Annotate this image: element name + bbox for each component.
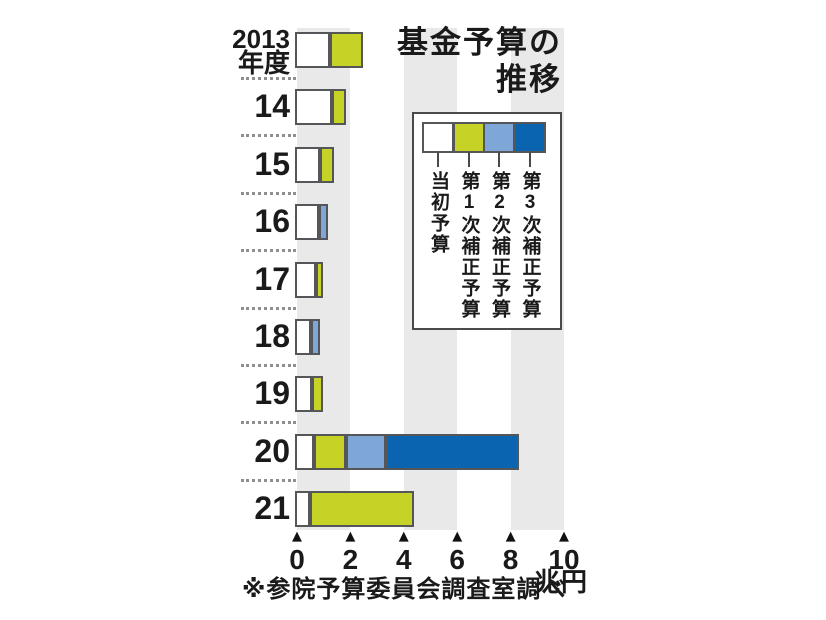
bar-segment xyxy=(316,261,324,298)
row-label: 21 xyxy=(254,490,290,527)
bar-segment xyxy=(332,89,346,126)
axis-tick-marker: ▲ xyxy=(398,529,409,544)
bar-row xyxy=(295,376,324,413)
row-label: 16 xyxy=(254,203,290,240)
row-separator xyxy=(241,478,296,482)
axis-tick-marker: ▲ xyxy=(505,529,516,544)
bar-segment xyxy=(295,376,313,413)
bar-segment xyxy=(295,261,317,298)
axis-tick-marker: ▲ xyxy=(559,529,569,544)
legend-label: 第3次補正予算 xyxy=(519,171,541,320)
bar-segment xyxy=(295,89,333,126)
bar-row xyxy=(295,89,346,126)
axis-tick-label: 2 xyxy=(342,544,359,575)
axis-tick-label: 4 xyxy=(396,544,412,575)
row-label: 19 xyxy=(254,375,290,412)
source-note: ※参院予算委員会調査室調べ xyxy=(242,576,567,603)
row-separator xyxy=(241,364,296,367)
chart-title-line2: 推移 xyxy=(496,62,562,97)
bar-segment xyxy=(295,319,312,355)
axis-tick-label: 10 xyxy=(548,544,580,575)
bar-segment xyxy=(295,204,320,241)
bar-segment xyxy=(319,204,329,241)
bar-segment xyxy=(295,32,330,68)
bar-row xyxy=(295,204,329,241)
bar-segment xyxy=(295,146,321,183)
bar-segment xyxy=(312,376,324,413)
bar-segment xyxy=(295,433,314,470)
row-separator xyxy=(241,134,296,138)
chart-title: 基金予算の 推移 xyxy=(397,24,562,98)
bar-row xyxy=(295,32,364,68)
row-separator xyxy=(241,191,296,195)
axis-tick-marker: ▲ xyxy=(292,529,302,544)
row-separator xyxy=(241,421,296,425)
bar-segment xyxy=(345,433,386,470)
row-separator xyxy=(241,249,296,253)
legend-tick-line xyxy=(498,152,500,167)
bar-row xyxy=(295,146,334,183)
bar-segment xyxy=(313,433,346,470)
chart-title-line1: 基金予算の xyxy=(397,25,562,60)
bar-row xyxy=(295,261,324,298)
row-separator xyxy=(241,77,296,80)
row-label: 17 xyxy=(254,260,290,297)
axis-tick-label: 6 xyxy=(449,544,465,575)
row-label: 14 xyxy=(254,88,290,125)
bar-row xyxy=(295,491,414,528)
bar-row xyxy=(295,433,520,470)
row-label: 2013 年度 xyxy=(232,24,290,78)
axis-tick-label: 0 xyxy=(289,544,305,575)
row-label: 20 xyxy=(254,432,290,469)
row-label: 18 xyxy=(254,318,290,354)
row-separator xyxy=(241,306,296,310)
bar-segment xyxy=(385,433,520,470)
legend-tick-line xyxy=(528,152,531,167)
bar-segment xyxy=(320,146,334,183)
axis-tick-marker: ▲ xyxy=(452,529,463,544)
row-label: 15 xyxy=(254,145,290,182)
legend-label: 第2次補正予算 xyxy=(489,171,510,320)
legend-swatch xyxy=(483,122,515,153)
legend-label: 当初予算 xyxy=(428,171,449,255)
bar-segment xyxy=(309,491,414,528)
axis-tick-label: 8 xyxy=(502,544,519,575)
legend-swatch xyxy=(513,122,546,153)
legend: 当初予算 第1次補正予算 第2次補正予算 第3次補正予算 xyxy=(412,112,562,330)
bar-row xyxy=(295,319,321,355)
legend-tick-line xyxy=(437,152,439,167)
bar-segment xyxy=(329,32,364,68)
axis-unit-label: 兆円 xyxy=(533,567,588,597)
legend-swatch xyxy=(422,122,454,153)
legend-label: 第1次補正予算 xyxy=(458,171,480,320)
axis-tick-marker: ▲ xyxy=(345,529,356,544)
bar-segment xyxy=(295,491,310,528)
bar-segment xyxy=(311,319,321,355)
legend-swatch xyxy=(452,122,485,153)
legend-tick-line xyxy=(467,152,470,167)
